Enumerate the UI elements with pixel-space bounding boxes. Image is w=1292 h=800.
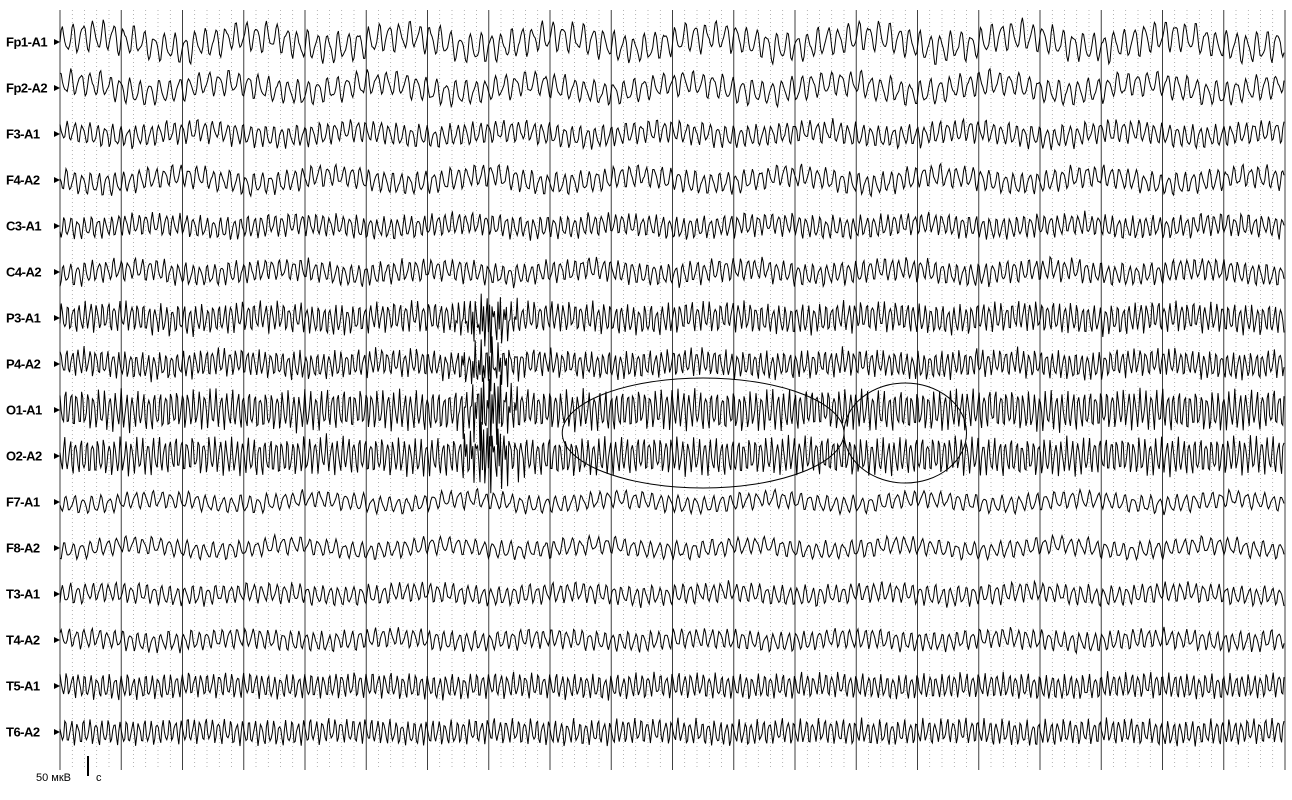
channel-label: P4-A2 (6, 357, 40, 372)
channel-label: F4-A2 (6, 173, 40, 188)
scale-time-label: с (96, 772, 102, 784)
channel-label: Fp2-A2 (6, 81, 47, 96)
channel-label: O2-A2 (6, 449, 42, 464)
scale-amp-label: 50 мкВ (36, 772, 71, 784)
channel-label: F3-A1 (6, 127, 40, 142)
eeg-svg (0, 0, 1292, 800)
channel-label: T3-A1 (6, 587, 40, 602)
channel-label: P3-A1 (6, 311, 40, 326)
channel-label: T4-A2 (6, 633, 40, 648)
channel-label: C3-A1 (6, 219, 41, 234)
channel-label: T6-A2 (6, 725, 40, 740)
channel-label: F7-A1 (6, 495, 40, 510)
channel-label: O1-A1 (6, 403, 42, 418)
channel-label: T5-A1 (6, 679, 40, 694)
channel-label: Fp1-A1 (6, 35, 47, 50)
eeg-chart: Fp1-A1 Fp2-A2 F3-A1 F4-A2 C3-A1 C4-A2 P3-A1 P4-… (0, 0, 1292, 800)
channel-label: C4-A2 (6, 265, 41, 280)
channel-label: F8-A2 (6, 541, 40, 556)
